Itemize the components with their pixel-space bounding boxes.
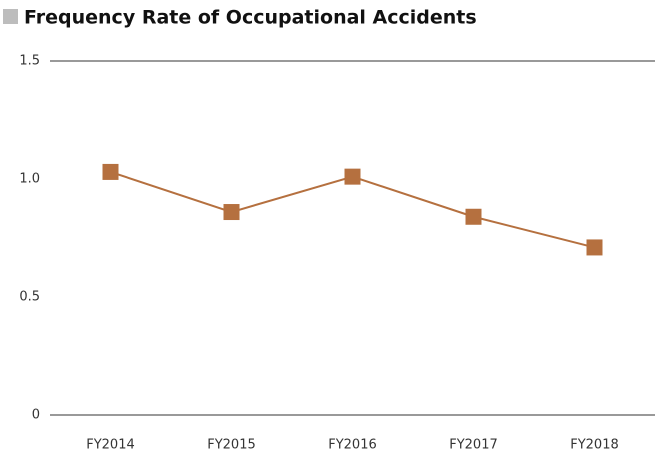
point-marker (344, 168, 361, 185)
x-tick-label: FY2016 (328, 438, 377, 453)
chart-title: Frequency Rate of Occupational Accidents (24, 7, 477, 29)
point-marker (586, 239, 603, 256)
y-tick-label: 1.5 (19, 54, 40, 69)
y-tick-label: 1.0 (19, 172, 40, 187)
point-marker (223, 204, 240, 221)
title-marker (3, 9, 18, 24)
x-tick-label: FY2015 (207, 438, 256, 453)
x-tick-label: FY2014 (86, 438, 135, 453)
x-tick-label: FY2018 (570, 438, 619, 453)
y-tick-label: 0 (32, 408, 40, 423)
x-tick-label: FY2017 (449, 438, 498, 453)
point-marker (102, 163, 119, 180)
point-marker (465, 208, 482, 225)
y-tick-label: 0.5 (19, 290, 40, 305)
